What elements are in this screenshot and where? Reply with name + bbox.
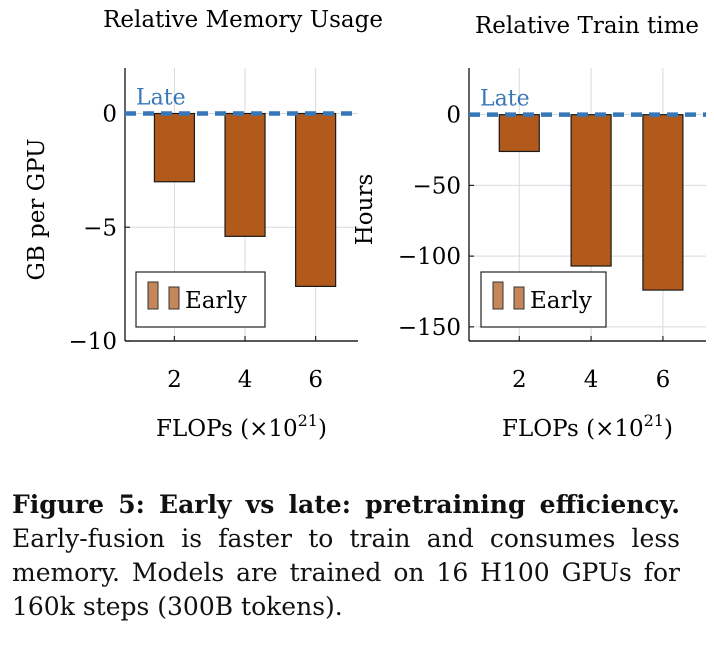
bar-early (642, 114, 684, 291)
legend-swatch (147, 281, 159, 310)
legend-swatch (492, 281, 504, 310)
x-axis-label-close: ) (318, 416, 327, 442)
y-axis-label: Hours (352, 174, 378, 246)
bar-early (224, 112, 266, 237)
x-axis-label-text: FLOPs (×10 (156, 416, 298, 442)
x-tick-label: 2 (167, 367, 182, 393)
y-tick-label: −5 (83, 215, 117, 241)
bar-early (295, 112, 337, 287)
chart-title: Relative Train time (475, 13, 699, 39)
y-tick-label: −150 (398, 315, 461, 341)
x-axis-label-close: ) (664, 416, 673, 442)
bar-early (153, 112, 196, 183)
x-axis-label: FLOPs (×1021) (156, 411, 327, 442)
legend-label-early: Early (530, 288, 592, 314)
reference-line-label: Late (480, 87, 530, 112)
x-axis-label-text: FLOPs (×10 (502, 416, 644, 442)
figure-caption: Figure 5: Early vs late: pretraining eff… (12, 488, 680, 624)
x-axis-label-exponent: 21 (644, 411, 664, 430)
reference-line-label: Late (136, 86, 186, 111)
y-tick-label: −50 (412, 173, 461, 199)
y-tick-label: −100 (398, 244, 461, 270)
legend-label-early: Early (185, 288, 247, 314)
chart-panel-1: Relative Memory Usage 0 −5 −10 2 4 6 Late GB per… (24, 7, 383, 442)
bar-early (570, 114, 612, 267)
x-tick-label: 6 (656, 367, 671, 393)
y-axis-label: GB per GPU (24, 138, 50, 280)
y-tick-label: 0 (446, 103, 461, 129)
y-tick-label: 0 (102, 102, 117, 128)
x-axis-label: FLOPs (×1021) (502, 411, 673, 442)
x-tick-label: 6 (308, 367, 323, 393)
chart-panel-2: Relative Train time 0 −50 −100 −150 2 4 6 Late Ho… (352, 13, 706, 442)
legend: Early (480, 271, 607, 328)
chart-title: Relative Memory Usage (103, 7, 383, 33)
x-axis-label-exponent: 21 (298, 411, 318, 430)
bar-early (498, 114, 540, 153)
legend-swatch (513, 286, 525, 310)
legend: Early (135, 271, 266, 328)
x-tick-label: 4 (238, 367, 253, 393)
legend-swatch (168, 286, 180, 310)
y-tick-label: −10 (68, 329, 117, 355)
figure: Relative Memory Usage 0 −5 −10 2 4 6 Late GB per… (24, 7, 706, 442)
caption-text: Early-fusion is faster to train and cons… (12, 524, 680, 621)
x-tick-label: 4 (584, 367, 599, 393)
caption-label: Figure 5: Early vs late: pretraining eff… (12, 490, 680, 519)
x-tick-label: 2 (512, 367, 527, 393)
